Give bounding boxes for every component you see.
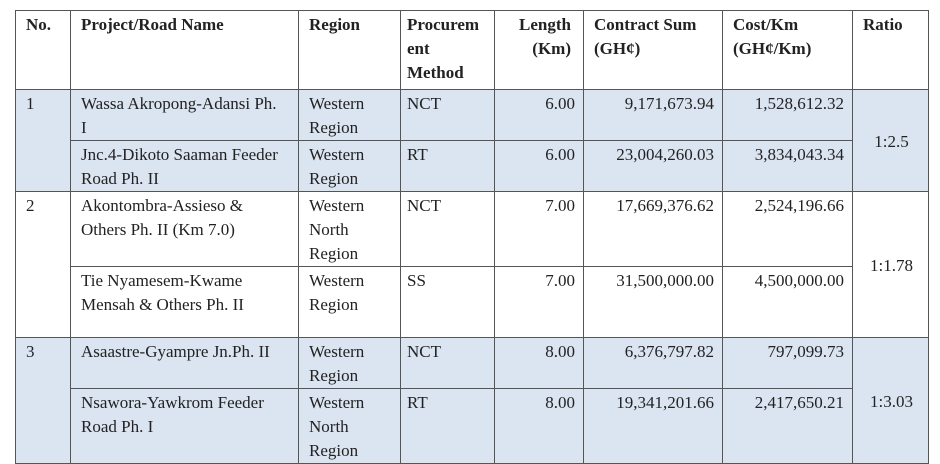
project-number: 1	[15, 89, 71, 192]
length: 8.00	[494, 388, 584, 464]
region: Western Region	[298, 266, 401, 338]
table-body: 1 Wassa Akropong-Adansi Ph. I Western Regi…	[15, 89, 929, 464]
length: 8.00	[494, 337, 584, 389]
table-row: 2 Akontombra-Assieso & Others Ph. II (Km …	[15, 191, 929, 338]
project-name: Wassa Akropong-Adansi Ph. I	[70, 89, 299, 141]
region: Western North Region	[298, 388, 401, 464]
cost-per-km: 2,524,196.66	[722, 191, 853, 267]
project-name: Nsawora-Yawkrom Feeder Road Ph. I	[70, 388, 299, 464]
contract-sum: 6,376,797.82	[583, 337, 723, 389]
procurement-method: NCT	[400, 191, 495, 267]
contract-sum: 31,500,000.00	[583, 266, 723, 338]
length: 6.00	[494, 89, 584, 141]
length: 7.00	[494, 266, 584, 338]
procurement-method: RT	[400, 140, 495, 192]
header-cell: Length (Km)	[494, 10, 584, 90]
contract-sum: 17,669,376.62	[583, 191, 723, 267]
project-table: No. Project/Road Name Region Procurement Me…	[15, 10, 929, 464]
project-name: Asaastre-Gyampre Jn.Ph. II	[70, 337, 299, 389]
table-row: Nsawora-Yawkrom Feeder Road Ph. I Western…	[16, 388, 929, 464]
contract-sum: 23,004,260.03	[583, 140, 723, 192]
cost-per-km: 4,500,000.00	[722, 266, 853, 338]
cost-per-km: 1,528,612.32	[722, 89, 853, 141]
project-number: 2	[15, 191, 71, 338]
project-name: Jnc.4-Dikoto Saaman Feeder Road Ph. II	[70, 140, 299, 192]
cost-per-km: 797,099.73	[722, 337, 853, 389]
project-number: 3	[15, 337, 71, 464]
procurement-method: RT	[400, 388, 495, 464]
ratio: 1:3.03	[852, 337, 929, 464]
project-name: Akontombra-Assieso & Others Ph. II (Km 7…	[70, 191, 299, 267]
header-cell: Ratio	[852, 10, 929, 90]
header-cell: Procurement Method	[400, 10, 495, 90]
table-row: 3 Asaastre-Gyampre Jn.Ph. II Western Regio…	[15, 337, 929, 464]
region: Western Region	[298, 337, 401, 389]
contract-sum: 9,171,673.94	[583, 89, 723, 141]
table-row: Jnc.4-Dikoto Saaman Feeder Road Ph. II We…	[16, 140, 929, 192]
header-cell: Project/Road Name	[70, 10, 299, 90]
table-row: Tie Nyamesem-Kwame Mensah & Others Ph. I…	[16, 266, 929, 338]
region: Western North Region	[298, 191, 401, 267]
header-cell: No.	[15, 10, 71, 90]
ratio: 1:2.5	[852, 89, 929, 192]
header-cell: Contract Sum (GH¢)	[583, 10, 723, 90]
procurement-method: SS	[400, 266, 495, 338]
header-cell: Region	[298, 10, 401, 90]
ratio: 1:1.78	[852, 191, 929, 338]
procurement-method: NCT	[400, 337, 495, 389]
project-name: Tie Nyamesem-Kwame Mensah & Others Ph. I…	[70, 266, 299, 338]
cost-per-km: 3,834,043.34	[722, 140, 853, 192]
header-row: No. Project/Road Name Region Procurement Me…	[15, 10, 929, 90]
cost-per-km: 2,417,650.21	[722, 388, 853, 464]
header-cell: Cost/Km (GH¢/Km)	[722, 10, 853, 90]
length: 7.00	[494, 191, 584, 267]
contract-sum: 19,341,201.66	[583, 388, 723, 464]
region: Western Region	[298, 89, 401, 141]
table-row: 1 Wassa Akropong-Adansi Ph. I Western Regi…	[15, 89, 929, 192]
region: Western Region	[298, 140, 401, 192]
length: 6.00	[494, 140, 584, 192]
procurement-method: NCT	[400, 89, 495, 141]
